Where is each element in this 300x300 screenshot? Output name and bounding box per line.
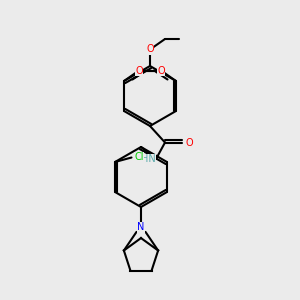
Text: O: O: [185, 137, 193, 148]
Text: O: O: [135, 65, 143, 76]
Text: N: N: [137, 222, 145, 232]
Text: Cl: Cl: [134, 152, 144, 163]
Text: O: O: [146, 44, 154, 55]
Text: HN: HN: [141, 154, 156, 164]
Text: O: O: [157, 65, 165, 76]
